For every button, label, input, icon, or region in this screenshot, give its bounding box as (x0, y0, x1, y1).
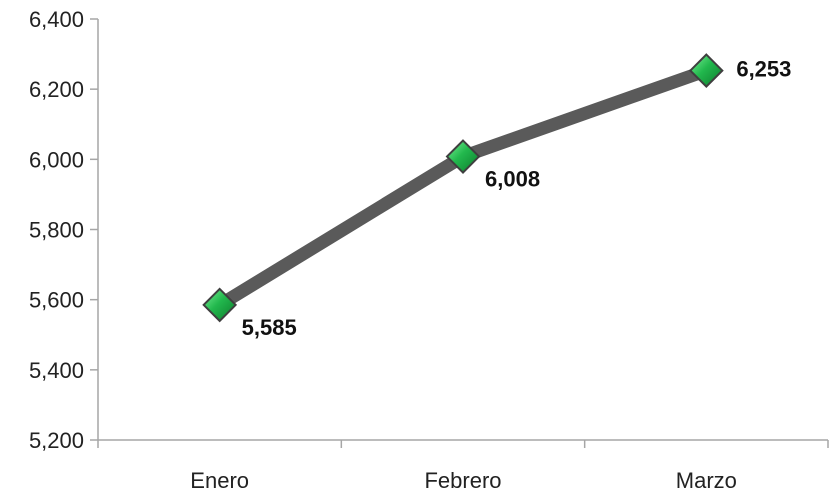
data-label: 6,008 (485, 167, 540, 192)
data-label: 5,585 (242, 315, 297, 340)
x-category-label: Marzo (676, 468, 737, 493)
data-point-marker (445, 139, 481, 174)
series-line (213, 64, 713, 312)
y-tick-label: 6,400 (29, 7, 84, 32)
data-point-marker (688, 53, 724, 88)
y-tick-label: 5,800 (29, 218, 84, 243)
data-label: 6,253 (736, 57, 791, 82)
data-point-marker (202, 287, 238, 323)
y-tick-label: 5,200 (29, 428, 84, 453)
x-category-label: Febrero (424, 468, 501, 493)
y-tick-label: 5,400 (29, 358, 84, 383)
x-category-label: Enero (190, 468, 249, 493)
y-tick-label: 6,200 (29, 77, 84, 102)
y-tick-label: 5,600 (29, 288, 84, 313)
y-tick-label: 6,000 (29, 147, 84, 172)
